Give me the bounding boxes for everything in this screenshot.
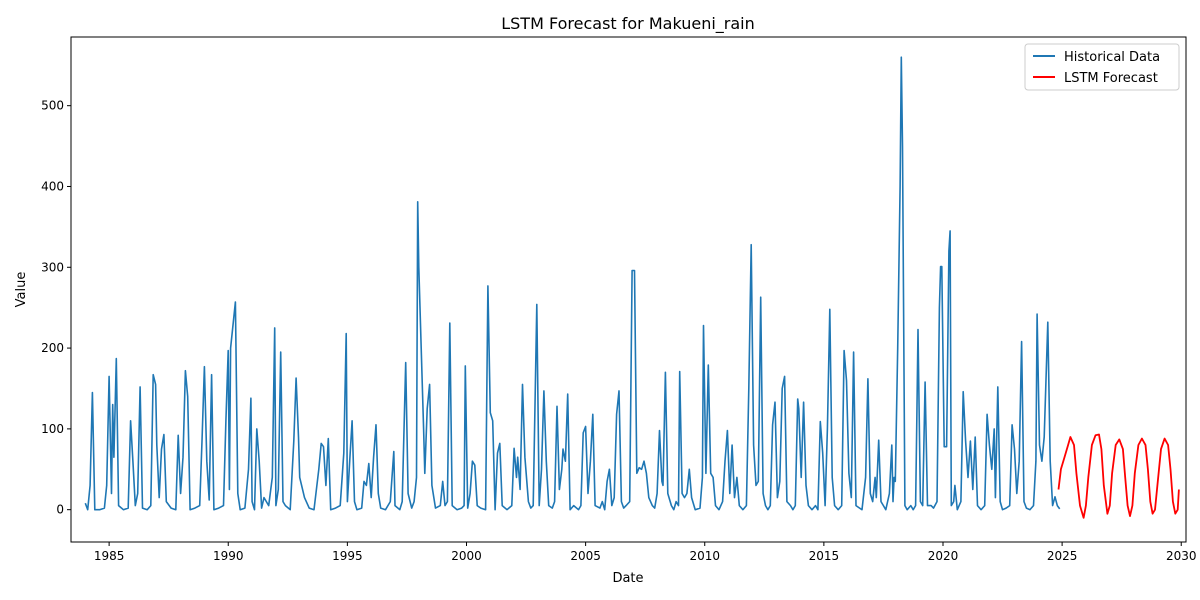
y-tick-label: 300 bbox=[41, 260, 64, 274]
legend-label-historical: Historical Data bbox=[1064, 50, 1160, 65]
plot-area bbox=[84, 56, 1180, 519]
x-axis-label: Date bbox=[612, 571, 643, 586]
y-tick-label: 0 bbox=[56, 503, 64, 517]
x-tick-label: 1995 bbox=[332, 549, 363, 563]
x-tick-label: 2000 bbox=[451, 549, 482, 563]
x-tick-label: 2010 bbox=[689, 549, 720, 563]
y-tick-label: 500 bbox=[41, 99, 64, 113]
y-tick-label: 400 bbox=[41, 179, 64, 193]
x-tick-label: 2005 bbox=[570, 549, 601, 563]
x-tick-label: 1990 bbox=[213, 549, 244, 563]
x-tick-label: 2015 bbox=[809, 549, 840, 563]
legend: Historical Data LSTM Forecast bbox=[1024, 43, 1180, 91]
plot-frame bbox=[70, 36, 1187, 543]
chart-title: LSTM Forecast for Makueni_rain bbox=[501, 14, 755, 34]
x-tick-label: 2030 bbox=[1166, 549, 1197, 563]
x-tick-label: 1985 bbox=[94, 549, 125, 563]
y-tick-label: 200 bbox=[41, 341, 64, 355]
tick-layer: 1985 1990 1995 2000 2005 2010 2015 2020 2025 2030… bbox=[41, 99, 1196, 563]
historical-data-line bbox=[84, 56, 1061, 511]
y-tick-label: 100 bbox=[41, 422, 64, 436]
legend-box bbox=[1024, 43, 1180, 91]
x-tick-label: 2025 bbox=[1047, 549, 1078, 563]
legend-label-forecast: LSTM Forecast bbox=[1064, 71, 1158, 86]
lstm-forecast-line bbox=[1057, 433, 1180, 519]
y-axis-label: Value bbox=[14, 272, 29, 308]
x-tick-label: 2020 bbox=[928, 549, 959, 563]
